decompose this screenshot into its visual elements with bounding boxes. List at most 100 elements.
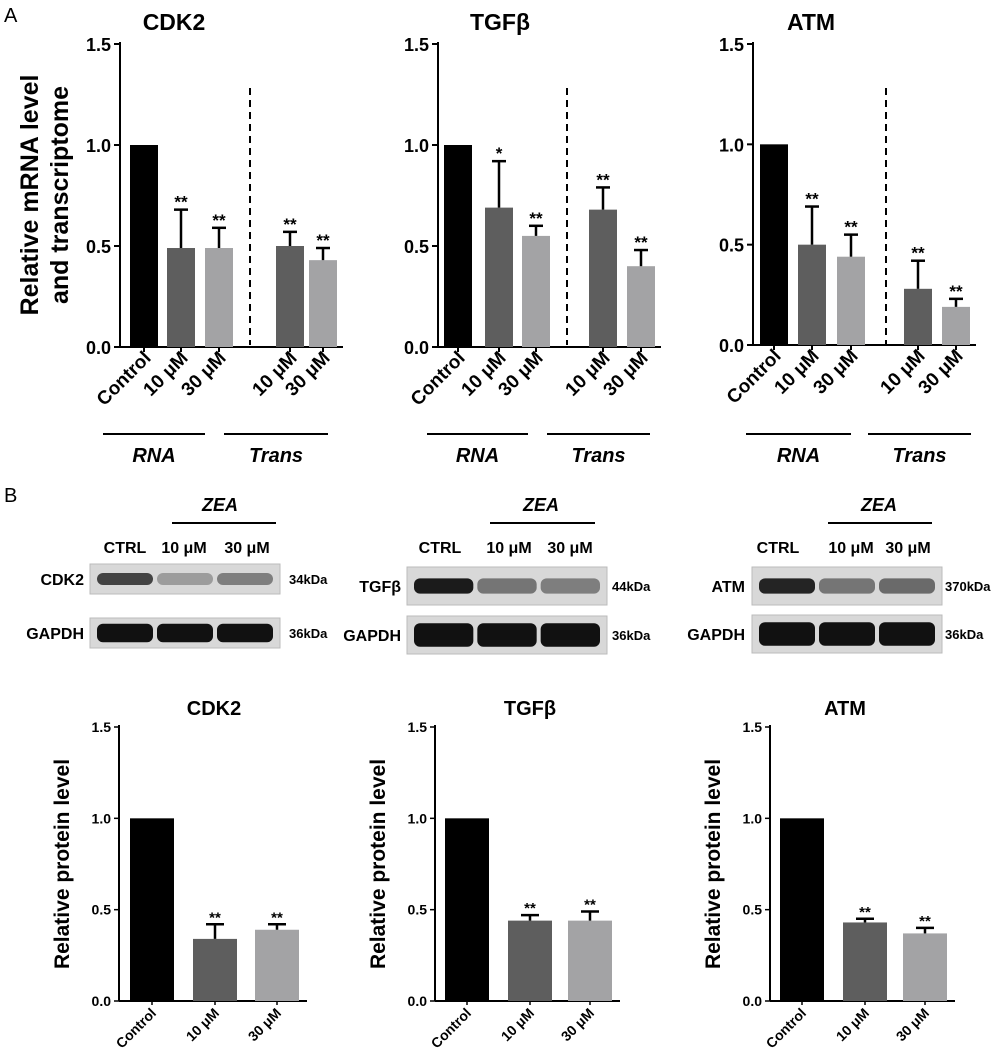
y-tick-label: 0.5	[408, 902, 428, 918]
significance-marker: **	[911, 244, 925, 263]
kda-label: 36kDa	[612, 628, 651, 643]
lane-label: 10 μM	[161, 540, 206, 557]
lane-label: CTRL	[419, 540, 462, 557]
lane-label: 30 μM	[547, 540, 592, 557]
bar	[130, 145, 158, 347]
y-tick-label: 0.5	[404, 237, 429, 257]
y-tick-label: 1.0	[86, 136, 111, 156]
y-tick-label: 0.5	[719, 236, 744, 256]
band-target	[759, 578, 815, 594]
group-label-trans: Trans	[571, 445, 625, 467]
protein-chart-tgfb: TGFβ Relative protein level 0.0 0.5 1.0 1.5 Co…	[367, 698, 620, 1051]
band-gapdh	[217, 623, 273, 643]
y-tick-label: 1.5	[404, 35, 429, 55]
protein-chart-cdk2: CDK2 Relative protein level 0.0 0.5 1.0 1.5 Co…	[51, 698, 307, 1051]
bar	[522, 235, 550, 347]
band-gapdh	[97, 623, 153, 643]
x-tick-label: Control	[763, 1005, 810, 1052]
chart-title: TGFβ	[470, 9, 530, 35]
y-tick-label: 0.5	[743, 902, 763, 918]
significance-marker: **	[584, 896, 596, 913]
bar	[167, 248, 195, 347]
band-gapdh	[157, 623, 213, 643]
band-target	[540, 578, 600, 594]
y-tick-label: 1.0	[92, 810, 112, 826]
panel-label-a: A	[4, 5, 18, 27]
y-tick-label: 0.5	[92, 902, 112, 918]
y-tick-label: 1.5	[719, 35, 744, 55]
bar	[627, 266, 655, 347]
bar	[485, 207, 513, 347]
y-axis-label: Relative protein level	[367, 759, 390, 969]
y-tick-label: 1.0	[404, 136, 429, 156]
protein-chart-atm: ATM Relative protein level 0.0 0.5 1.0 1.5 Con…	[702, 698, 955, 1051]
bar	[309, 260, 337, 347]
y-tick-label: 1.0	[408, 810, 428, 826]
significance-marker: **	[283, 215, 297, 234]
band-target	[217, 573, 273, 585]
significance-marker: **	[524, 900, 536, 917]
bar	[568, 920, 612, 1001]
bar	[798, 244, 826, 345]
band-gapdh	[759, 622, 815, 646]
band-target	[477, 578, 537, 594]
lane-label: 30 μM	[885, 540, 930, 557]
y-tick-label: 0.0	[92, 993, 112, 1009]
bar	[843, 922, 887, 1001]
blot-protein-label: ATM	[712, 579, 745, 596]
bar	[508, 920, 552, 1001]
x-tick-label: 30 μM	[893, 1005, 932, 1044]
significance-marker: **	[212, 211, 226, 230]
significance-marker: **	[949, 282, 963, 301]
y-tick-label: 0.0	[404, 338, 429, 358]
y-tick-label: 1.0	[743, 810, 763, 826]
blot-protein-label: TGFβ	[359, 579, 401, 596]
significance-marker: **	[174, 193, 188, 212]
kda-label: 36kDa	[289, 626, 328, 641]
significance-marker: **	[529, 209, 543, 228]
x-tick-label: Control	[113, 1005, 160, 1052]
zea-label: ZEA	[522, 495, 559, 515]
x-tick-label: 30 μM	[558, 1005, 597, 1044]
lane-label: CTRL	[757, 540, 800, 557]
chart-title: ATM	[787, 9, 835, 35]
bar	[942, 306, 970, 345]
lane-label: 10 μM	[486, 540, 531, 557]
band-target	[97, 573, 153, 585]
y-axis-label-line2: and transcriptome	[46, 86, 74, 304]
chart-title: TGFβ	[504, 698, 556, 720]
blot-gapdh-label: GAPDH	[687, 627, 745, 644]
significance-marker: **	[919, 913, 931, 930]
panel-label-b: B	[4, 485, 17, 507]
band-gapdh	[414, 623, 474, 647]
y-tick-label: 0.0	[408, 993, 428, 1009]
significance-marker: **	[634, 233, 648, 252]
y-axis-label-line1: Relative mRNA level	[16, 75, 44, 316]
bar	[255, 929, 299, 1001]
group-label-trans: Trans	[892, 445, 946, 467]
significance-marker: **	[805, 190, 819, 209]
kda-label: 370kDa	[945, 579, 991, 594]
band-target	[819, 578, 875, 594]
blot-gapdh-label: GAPDH	[343, 628, 401, 645]
significance-marker: **	[844, 218, 858, 237]
y-tick-label: 0.5	[86, 237, 111, 257]
band-target	[879, 578, 935, 594]
band-gapdh	[477, 623, 537, 647]
group-label-rna: RNA	[777, 445, 820, 467]
band-target	[414, 578, 474, 594]
blot-gapdh-label: GAPDH	[26, 626, 84, 643]
group-label-trans: Trans	[249, 445, 303, 467]
significance-marker: **	[316, 231, 330, 250]
bar	[903, 933, 947, 1001]
band-gapdh	[540, 623, 600, 647]
band-target	[157, 573, 213, 585]
chart-title: CDK2	[143, 9, 206, 35]
y-tick-label: 0.0	[86, 338, 111, 358]
y-tick-label: 1.5	[86, 35, 111, 55]
bar	[276, 246, 304, 347]
x-tick-label: 10 μM	[833, 1005, 872, 1044]
